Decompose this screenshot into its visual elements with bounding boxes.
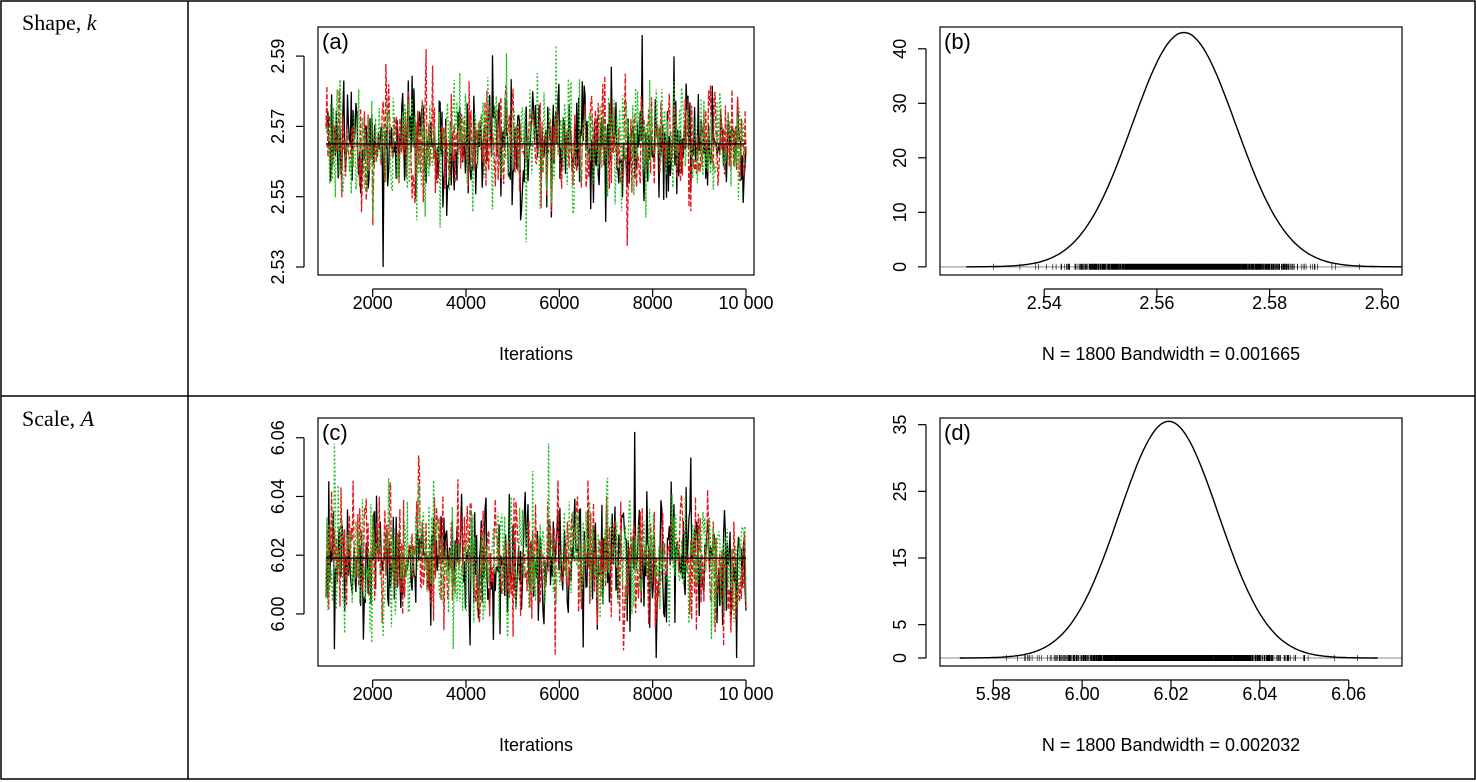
x-tick-label: 6.04 bbox=[1242, 684, 1277, 704]
x-axis-label: Iterations bbox=[499, 344, 573, 364]
x-tick-label: 2.56 bbox=[1139, 293, 1174, 313]
x-tick-label: 6000 bbox=[539, 293, 579, 313]
y-tick-label: 6.06 bbox=[268, 420, 288, 455]
plot-frame bbox=[317, 26, 755, 276]
x-tick-label: 8000 bbox=[633, 684, 673, 704]
row-label-scale: Scale, A bbox=[22, 406, 94, 432]
y-tick-label: 2.57 bbox=[268, 109, 288, 144]
rug-marks bbox=[1006, 655, 1358, 661]
x-tick-label: 5.98 bbox=[976, 684, 1011, 704]
y-tick-label: 2.55 bbox=[268, 179, 288, 214]
panel-label: (a) bbox=[322, 29, 349, 54]
y-tick-label: 40 bbox=[890, 39, 910, 59]
x-tick-label: 6.06 bbox=[1331, 684, 1366, 704]
chain-trace-series bbox=[325, 443, 747, 650]
y-tick-label: 10 bbox=[890, 202, 910, 222]
x-tick-label: 4000 bbox=[446, 684, 486, 704]
density-curve bbox=[966, 31, 1402, 268]
chain-trace-series bbox=[325, 34, 747, 268]
plot-frame bbox=[317, 417, 755, 667]
panel-label: (d) bbox=[944, 420, 971, 445]
y-tick-label: 6.04 bbox=[268, 479, 288, 514]
x-tick-label: 10 000 bbox=[718, 684, 773, 704]
x-tick-label: 2000 bbox=[353, 293, 393, 313]
density-plot-d: 5.98 6.00 6.02 6.04 6.06 0 5 15 25 35 N = 1800 Ban… bbox=[890, 415, 1403, 755]
x-tick-label: 2.54 bbox=[1027, 293, 1062, 313]
y-tick-label: 6.00 bbox=[268, 596, 288, 631]
x-tick-label: 8000 bbox=[633, 293, 673, 313]
row-param-symbol: k bbox=[86, 10, 97, 35]
x-tick-label: 2000 bbox=[353, 684, 393, 704]
chain-trace-series bbox=[325, 49, 747, 246]
row-label-text: Shape, bbox=[22, 10, 87, 35]
y-tick-label: 2.59 bbox=[268, 39, 288, 74]
y-tick-label: 15 bbox=[890, 548, 910, 568]
density-plot-b: 2.54 2.56 2.58 2.60 0 10 20 30 40 N = 1800 Bandwi… bbox=[890, 26, 1403, 364]
trace-plot-c: 2000 4000 6000 8000 10 000 6.00 6.02 6.04 6.06 It… bbox=[268, 417, 774, 755]
x-axis-label: N = 1800 Bandwidth = 0.001665 bbox=[1042, 344, 1300, 364]
y-tick-label: 35 bbox=[890, 415, 910, 435]
plot-layer: 2000 4000 6000 8000 10 0002.532.552.572.59It… bbox=[268, 26, 1403, 755]
panel-label: (c) bbox=[322, 420, 348, 445]
x-tick-label: 2.60 bbox=[1365, 293, 1400, 313]
y-tick-label: 30 bbox=[890, 93, 910, 113]
x-tick-label: 6000 bbox=[539, 684, 579, 704]
density-curve bbox=[959, 420, 1378, 659]
x-axis-label: N = 1800 Bandwidth = 0.002032 bbox=[1042, 735, 1300, 755]
y-tick-label: 6.02 bbox=[268, 538, 288, 573]
row-label-text: Scale, bbox=[22, 406, 81, 431]
y-tick-label: 2.53 bbox=[268, 249, 288, 284]
x-tick-label: 6.00 bbox=[1065, 684, 1100, 704]
y-tick-label: 0 bbox=[890, 262, 910, 272]
plot-frame bbox=[939, 417, 1403, 667]
x-tick-label: 4000 bbox=[446, 293, 486, 313]
y-tick-label: 0 bbox=[890, 653, 910, 663]
y-tick-label: 20 bbox=[890, 148, 910, 168]
x-tick-label: 6.02 bbox=[1153, 684, 1188, 704]
panel-label: (b) bbox=[944, 29, 971, 54]
y-tick-label: 25 bbox=[890, 481, 910, 501]
x-tick-label: 10 000 bbox=[718, 293, 773, 313]
rug-marks bbox=[993, 263, 1360, 270]
trace-plot-a: 2000 4000 6000 8000 10 000 2.53 2.55 2.57 2.59 It… bbox=[268, 26, 774, 364]
x-tick-label: 2.58 bbox=[1252, 293, 1287, 313]
row-param-symbol: A bbox=[80, 406, 95, 431]
y-tick-label: 5 bbox=[890, 620, 910, 630]
row-label-shape: Shape, k bbox=[22, 10, 97, 36]
x-axis-label: Iterations bbox=[499, 735, 573, 755]
plot-frame bbox=[939, 26, 1403, 276]
